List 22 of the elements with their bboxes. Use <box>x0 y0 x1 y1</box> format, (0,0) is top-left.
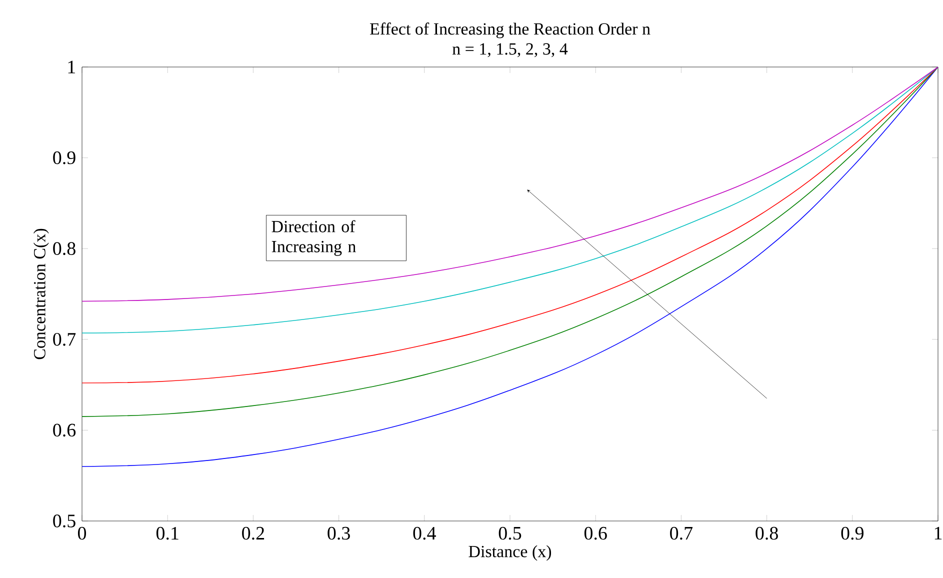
x-tick-label: 0 <box>78 526 86 540</box>
x-tick-label: 0.1 <box>156 526 178 540</box>
annotation: Direction of Increasing n <box>272 220 356 256</box>
y-axis-title: Concentration C(x) <box>33 228 49 360</box>
x-tick-label: 0.7 <box>670 526 693 540</box>
x-tick-label: 0.2 <box>242 526 264 540</box>
y-tick-label: 0.5 <box>53 514 76 528</box>
y-tick-label: 0.7 <box>53 332 76 346</box>
y-tick-label: 0.8 <box>53 242 76 256</box>
chart-title: Effect of Increasing the Reaction Order n <box>370 22 650 38</box>
chart-subtitle: n = 1, 1.5, 2, 3, 4 <box>452 43 568 58</box>
x-axis-title: Distance (x) <box>468 545 552 561</box>
y-tick-label: 0.9 <box>53 151 76 164</box>
y-tick-label: 0.6 <box>53 424 76 437</box>
x-tick-label: 0.3 <box>328 526 350 540</box>
x-tick-label: 1 <box>934 526 942 540</box>
y-tick-label: 1 <box>68 60 75 74</box>
x-tick-label: 0.9 <box>841 526 864 540</box>
x-tick-label: 0.4 <box>413 526 436 540</box>
x-tick-label: 0.5 <box>498 526 522 540</box>
x-tick-label: 0.8 <box>756 526 778 540</box>
x-tick-label: 0.6 <box>584 526 607 540</box>
